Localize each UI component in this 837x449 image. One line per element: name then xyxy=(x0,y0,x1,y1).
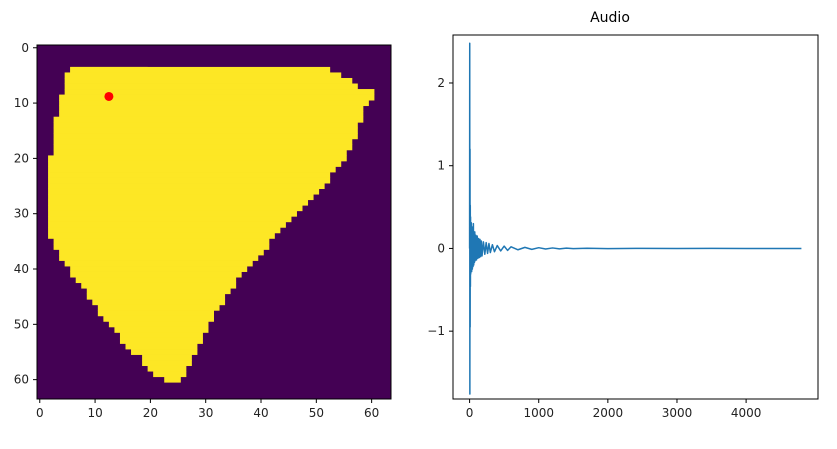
right-x-tick-label: 1000 xyxy=(523,406,554,420)
mask-row-47 xyxy=(97,304,220,311)
mask-row-56 xyxy=(142,354,192,361)
mask-row-51 xyxy=(114,326,209,333)
mask-row-34 xyxy=(48,232,275,239)
mask-row-36 xyxy=(53,243,270,250)
left-y-tick-label: 60 xyxy=(14,373,29,387)
mask-row-15 xyxy=(53,127,358,134)
left-y-ticks: 0 10 20 30 40 50 60 xyxy=(14,41,37,387)
mask-row-28 xyxy=(48,199,309,206)
point-marker xyxy=(104,91,114,101)
mask-row-57 xyxy=(142,360,192,367)
mask-row-44 xyxy=(86,288,231,295)
mask-row-58 xyxy=(147,365,187,372)
mask-row-20 xyxy=(48,155,347,162)
right-y-tick-label: −1 xyxy=(427,324,445,338)
right-y-tick-label: 1 xyxy=(437,159,445,173)
mask-row-42 xyxy=(75,277,237,284)
mask-row-59 xyxy=(153,371,187,378)
right-x-tick-label: 3000 xyxy=(662,406,693,420)
mask-row-54 xyxy=(125,343,198,350)
left-y-tick-label: 0 xyxy=(21,41,29,55)
right-y-tick-label: 0 xyxy=(437,241,445,255)
mask-row-9 xyxy=(59,94,375,101)
mask-row-53 xyxy=(119,337,203,344)
mask-row-35 xyxy=(53,238,270,245)
left-y-tick-label: 40 xyxy=(14,262,29,276)
mask-row-55 xyxy=(131,349,198,355)
mask-row-29 xyxy=(48,205,303,212)
mask-row-10 xyxy=(59,100,369,107)
mask-row-14 xyxy=(53,122,358,129)
mask-row-19 xyxy=(53,149,347,156)
mask-row-40 xyxy=(70,266,248,272)
mask-row-52 xyxy=(119,332,203,339)
left-x-tick-label: 50 xyxy=(309,406,324,420)
mask-row-22 xyxy=(48,166,336,173)
mask-row-31 xyxy=(48,216,292,223)
audio-panel: Audio 0 1000 2000 3000 4000 −1 0 1 2 xyxy=(427,10,819,420)
mask-row-16 xyxy=(53,133,358,140)
left-x-tick-label: 40 xyxy=(253,406,268,420)
mask-row-60 xyxy=(164,376,181,383)
left-y-tick-label: 10 xyxy=(14,96,29,110)
mask-row-24 xyxy=(48,177,331,184)
mask-row-38 xyxy=(59,254,259,261)
mask-row-39 xyxy=(64,260,253,267)
mask-row-41 xyxy=(70,271,242,278)
mask-row-7 xyxy=(64,83,358,90)
mask-axes-frame xyxy=(36,44,392,400)
mask-row-30 xyxy=(48,210,297,217)
mask-row-49 xyxy=(103,315,214,322)
left-x-tick-label: 10 xyxy=(87,406,102,420)
mask-row-48 xyxy=(97,310,214,317)
left-y-tick-label: 50 xyxy=(14,317,29,331)
mask-row-37 xyxy=(59,249,264,256)
mask-row-11 xyxy=(59,105,364,112)
right-x-tick-label: 2000 xyxy=(593,406,624,420)
mask-row-50 xyxy=(108,321,209,328)
mask-row-21 xyxy=(48,160,342,167)
mask-row-8 xyxy=(64,89,375,95)
mask-row-12 xyxy=(59,111,364,118)
mask-row-17 xyxy=(53,138,353,145)
mask-row-18 xyxy=(53,144,353,151)
right-x-ticks: 0 1000 2000 3000 4000 xyxy=(466,399,762,420)
mask-row-23 xyxy=(48,172,331,178)
left-y-tick-label: 30 xyxy=(14,207,29,221)
audio-axes-frame xyxy=(452,34,819,400)
mask-panel: 0 10 20 30 40 50 60 0 10 20 30 40 50 60 xyxy=(14,41,392,420)
mask-row-43 xyxy=(81,282,237,289)
mask-row-6 xyxy=(64,77,353,84)
mask-image xyxy=(48,66,375,383)
left-x-tick-label: 0 xyxy=(36,406,44,420)
mask-row-27 xyxy=(48,194,314,201)
left-x-tick-label: 60 xyxy=(364,406,379,420)
right-y-ticks: −1 0 1 2 xyxy=(427,76,453,338)
mask-row-25 xyxy=(48,183,325,190)
left-x-ticks: 0 10 20 30 40 50 60 xyxy=(36,399,379,420)
mask-row-46 xyxy=(92,299,226,306)
audio-chart-title: Audio xyxy=(590,10,630,26)
right-x-tick-label: 0 xyxy=(466,406,474,420)
left-x-tick-label: 20 xyxy=(143,406,158,420)
mask-row-32 xyxy=(48,221,286,228)
mask-row-13 xyxy=(53,116,364,123)
mask-row-5 xyxy=(64,72,342,79)
mask-row-33 xyxy=(48,227,281,234)
audio-series-line xyxy=(468,42,802,395)
right-y-tick-label: 2 xyxy=(437,76,445,90)
mask-row-45 xyxy=(86,293,226,300)
mask-row-4 xyxy=(70,66,331,73)
mask-row-26 xyxy=(48,188,320,195)
left-y-tick-label: 20 xyxy=(14,151,29,165)
left-x-tick-label: 30 xyxy=(198,406,213,420)
right-x-tick-label: 4000 xyxy=(731,406,762,420)
